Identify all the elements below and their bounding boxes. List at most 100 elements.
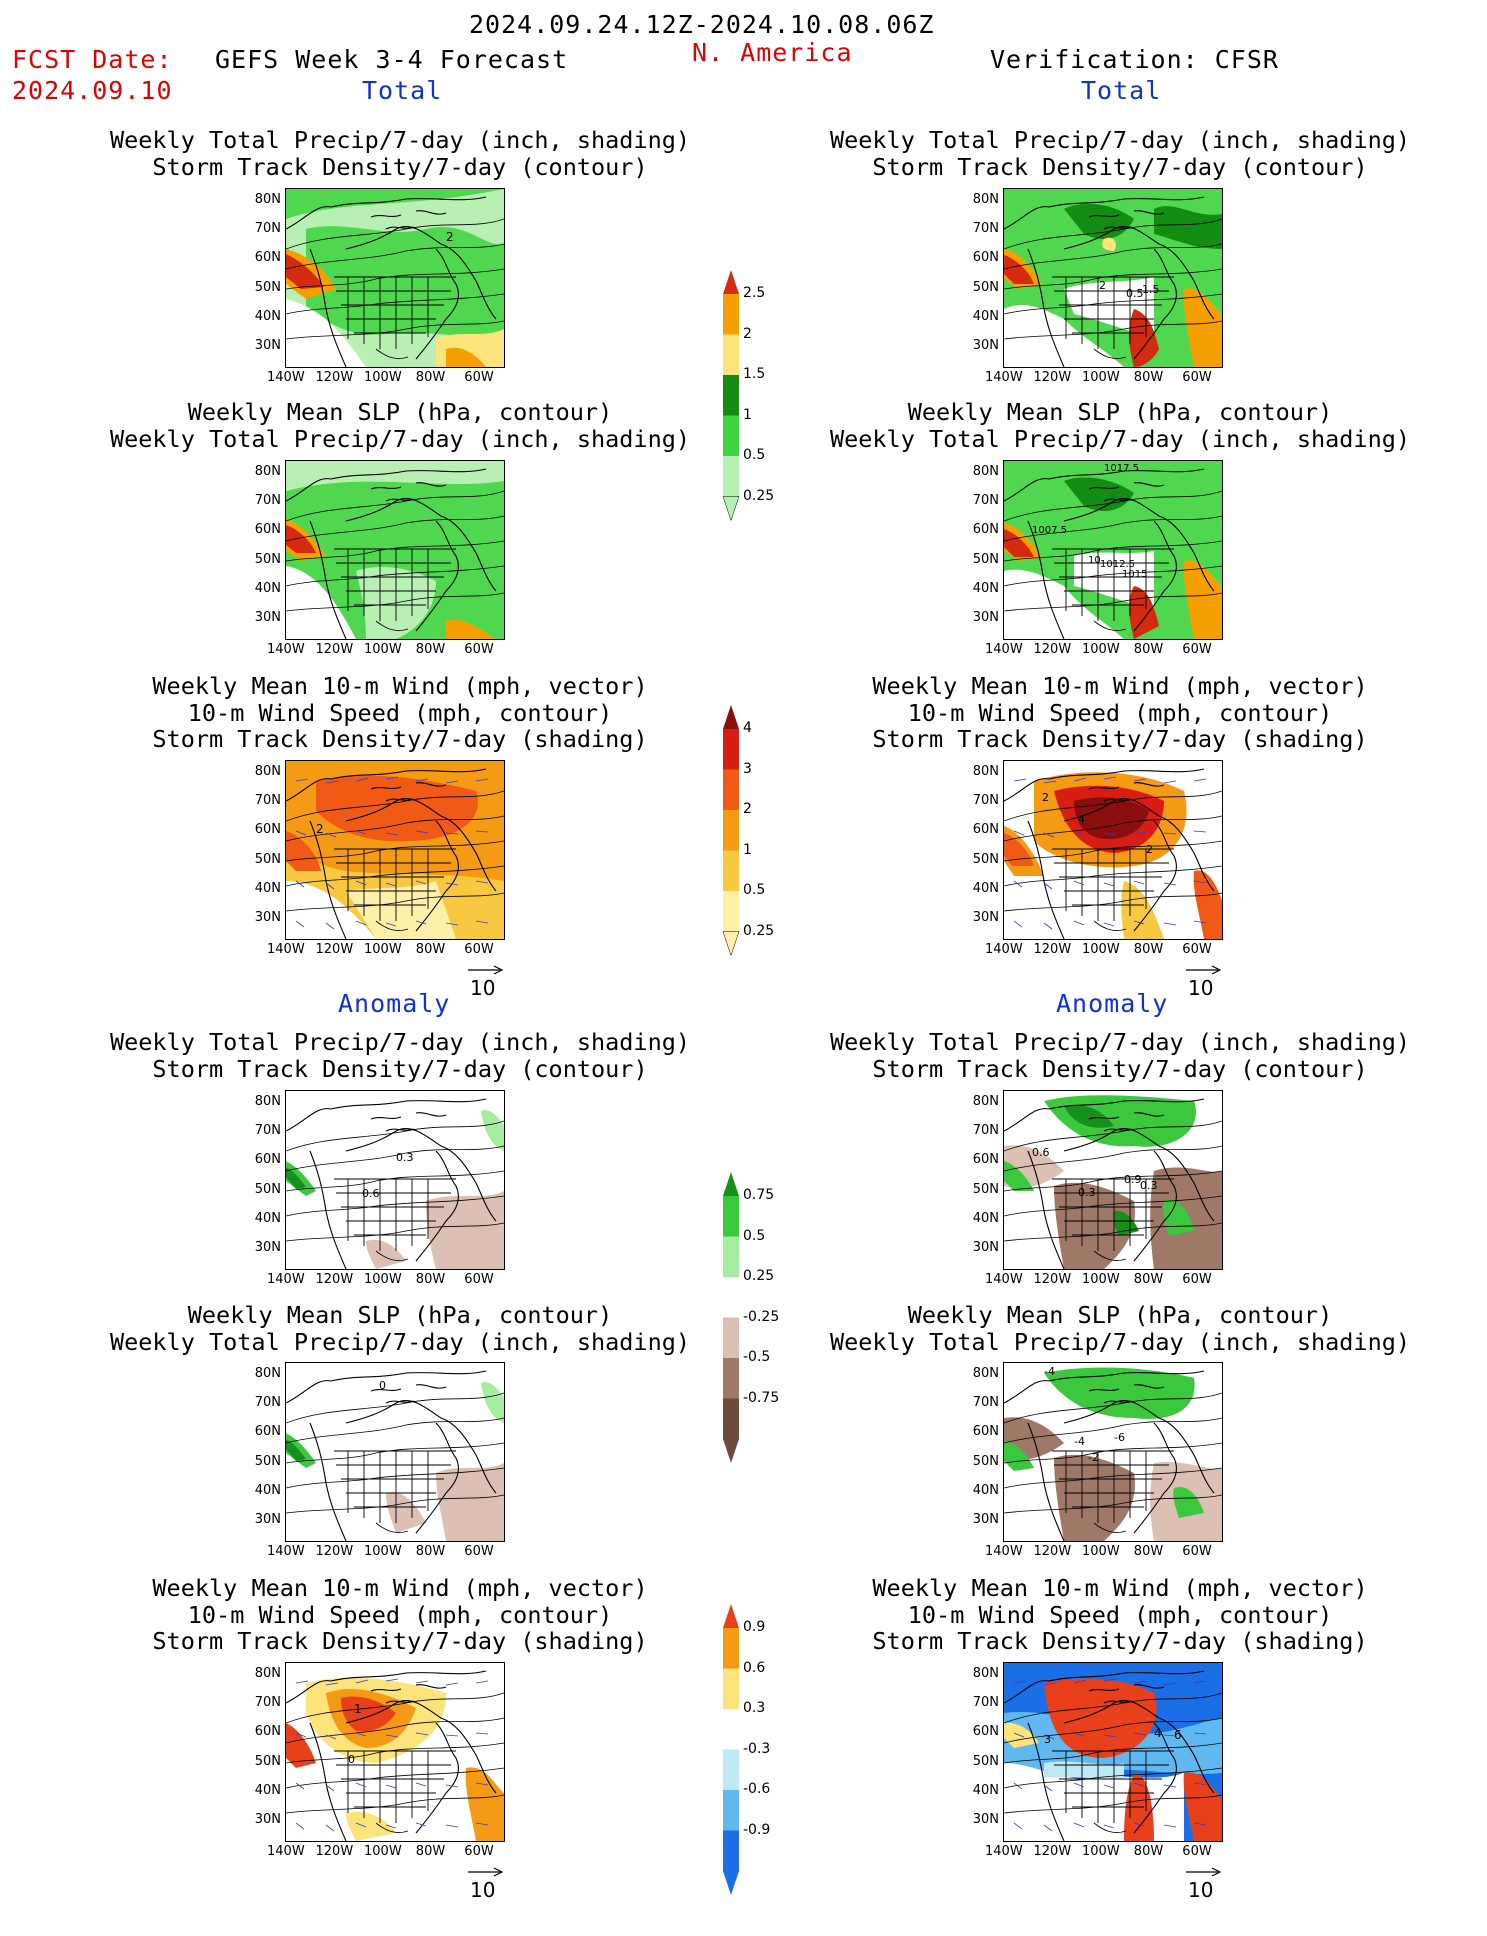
lat-tick-label: 40N — [254, 1482, 281, 1498]
lon-tick-label: 60W — [1182, 370, 1212, 385]
lat-tick-label: 50N — [254, 1453, 281, 1469]
wind-contour-label: 2 — [1146, 843, 1153, 856]
forecast-period: 2024.09.24.12Z-2024.10.08.06Z — [469, 10, 935, 39]
lon-tick-label: 60W — [464, 642, 494, 657]
colorbar-tick-label: 2 — [743, 325, 752, 342]
colorbar-tick-label: -0.9 — [743, 1821, 771, 1838]
lat-tick-label: 70N — [972, 1695, 999, 1711]
slp-contour-label: -4 — [1074, 1435, 1085, 1448]
lat-tick-label: 30N — [972, 338, 999, 353]
colorbar-segment — [723, 1790, 739, 1831]
colorbar-tick-label: 0.75 — [743, 1187, 775, 1203]
colorbar-segment — [723, 1358, 739, 1399]
colorbar-tick-label: 0.5 — [743, 882, 766, 898]
lat-tick-label: 70N — [254, 793, 281, 809]
lon-tick-label: 120W — [1033, 1272, 1072, 1287]
slp-contour-label: 0 — [379, 1379, 386, 1392]
colorbar-segment — [723, 1709, 739, 1750]
right-arrow-icon — [1186, 965, 1222, 975]
lat-tick-label: 60N — [254, 1424, 281, 1440]
colorbar-tick-label: 0.5 — [743, 447, 766, 463]
storm-contour-label: 0.6 — [1032, 1146, 1050, 1159]
lat-tick-label: 30N — [254, 338, 281, 353]
lat-tick-label: 80N — [972, 1094, 999, 1109]
lat-tick-label: 30N — [254, 610, 281, 625]
verification-title: Verification: CFSR — [990, 45, 1279, 74]
lat-tick-label: 60N — [972, 1724, 999, 1740]
lon-tick-label: 60W — [1182, 1844, 1212, 1859]
colorbar-tick-label: -0.6 — [743, 1781, 771, 1797]
lat-tick-label: 70N — [254, 1123, 281, 1139]
colorbar-tick-label: 2 — [743, 801, 752, 817]
colorbar-precip-anom — [723, 1172, 739, 1463]
storm-contour-label: 0.3 — [1140, 1179, 1158, 1192]
lon-tick-label: 120W — [1033, 1844, 1072, 1859]
lon-tick-label: 140W — [267, 642, 305, 657]
colorbar-segment — [723, 415, 739, 456]
wind-contour-label: 2 — [316, 822, 324, 836]
lat-tick-label: 60N — [254, 1724, 281, 1740]
lon-tick-label: 100W — [1082, 942, 1120, 957]
lat-tick-label: 80N — [254, 1094, 281, 1109]
colorbar-tick-label: 2.5 — [743, 285, 766, 301]
colorbar-segment — [723, 1277, 739, 1318]
lat-tick-label: 70N — [972, 1395, 999, 1411]
fcst-date-label: FCST Date: — [12, 45, 173, 74]
lat-tick-label: 40N — [972, 880, 999, 896]
lon-tick-label: 120W — [1033, 642, 1072, 657]
lat-tick-label: 60N — [254, 522, 281, 538]
title-wind-storm-anom-verif: Weekly Mean 10-m Wind (mph, vector) 10-m … — [872, 1574, 1368, 1655]
lat-tick-label: 40N — [254, 1210, 281, 1226]
lon-tick-label: 100W — [364, 370, 402, 385]
section-anomaly-right: Anomaly — [1056, 989, 1169, 1018]
title-slp-precip-total-fcst: Weekly Mean SLP (hPa, contour) Weekly Tot… — [109, 398, 691, 453]
lon-tick-label: 60W — [1182, 642, 1212, 657]
lat-tick-label: 60N — [972, 522, 999, 538]
lat-tick-label: 50N — [972, 1453, 999, 1469]
lon-tick-label: 140W — [985, 1272, 1023, 1287]
map-wind-storm-anom-fcst: 1 0 — [285, 1662, 505, 1842]
colorbar-segment — [723, 1398, 739, 1439]
wind-contour-label: 3 — [1044, 1733, 1051, 1746]
wind-contour-label: 4 — [1078, 813, 1085, 826]
colorbar-tick-label: 0.9 — [743, 1619, 766, 1635]
title-precip-storm-total-verif: Weekly Total Precip/7-day (inch, shading… — [829, 126, 1411, 181]
map-slp-precip-total-verif: 1017.5 1007.5 1012.5 1015 10 — [1003, 460, 1223, 640]
lat-tick-label: 80N — [972, 192, 999, 207]
lon-tick-label: 120W — [315, 642, 354, 657]
storm-contour-label: 0.5 — [1126, 287, 1144, 300]
section-total-right: Total — [1081, 76, 1162, 105]
colorbar-tick-label: -0.3 — [743, 1740, 771, 1757]
product-title: GEFS Week 3-4 Forecast — [215, 45, 569, 74]
vector-ref-anom-verif: 10 — [1184, 1866, 1224, 1902]
colorbar-tick-label: 0.3 — [743, 1700, 766, 1716]
colorbar-top-triangle — [723, 270, 739, 294]
right-arrow-icon — [468, 965, 504, 975]
title-wind-storm-total-fcst: Weekly Mean 10-m Wind (mph, vector) 10-m … — [152, 672, 648, 753]
lat-tick-label: 40N — [972, 1482, 999, 1498]
storm-contour-label: -0.3 — [1074, 1186, 1095, 1199]
lon-tick-label: 100W — [364, 1272, 402, 1287]
colorbar-segment — [723, 1628, 739, 1669]
wind-contour-label: 6 — [1174, 1728, 1182, 1742]
lat-tick-label: 50N — [254, 1181, 281, 1197]
lon-tick-label: 140W — [985, 1844, 1023, 1859]
lat-tick-label: 30N — [972, 1512, 999, 1527]
slp-contour-label: 10 — [1088, 555, 1101, 566]
title-precip-storm-total-fcst: Weekly Total Precip/7-day (inch, shading… — [109, 126, 691, 181]
lat-tick-label: 80N — [972, 764, 999, 779]
title-slp-precip-anom-verif: Weekly Mean SLP (hPa, contour) Weekly Tot… — [829, 1301, 1411, 1356]
slp-contour-label: 1007.5 — [1032, 525, 1067, 536]
lon-tick-label: 80W — [415, 1272, 446, 1287]
lon-tick-label: 120W — [315, 1272, 354, 1287]
storm-contour-label: 1.5 — [1142, 283, 1160, 296]
colorbar-segment — [723, 375, 739, 416]
lon-tick-label: 80W — [1133, 370, 1164, 385]
lat-tick-label: 50N — [254, 551, 281, 567]
lon-tick-label: 60W — [464, 942, 494, 957]
lat-tick-label: 70N — [254, 221, 281, 237]
lat-tick-label: 70N — [972, 1123, 999, 1139]
colorbar-segment — [723, 1830, 739, 1871]
lat-tick-label: 30N — [254, 1240, 281, 1255]
colorbar-tick-label: 1 — [743, 406, 752, 423]
